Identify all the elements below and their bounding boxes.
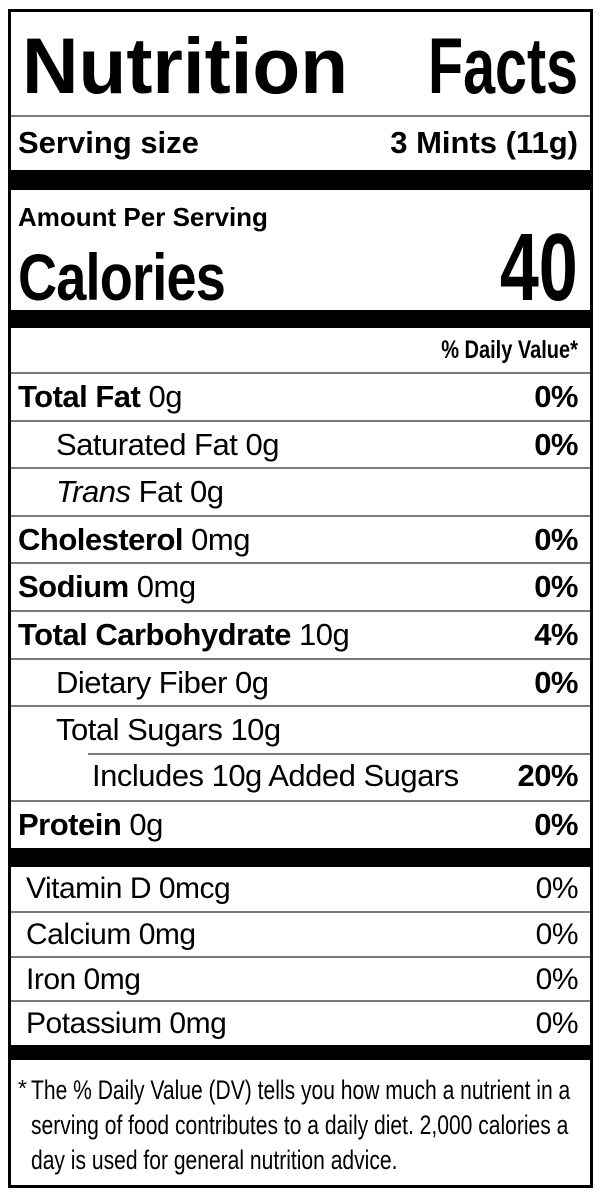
- vitamin-row-vitamin-d: Vitamin D 0mcg 0%: [26, 871, 579, 905]
- footnote-asterisk: *: [18, 1074, 27, 1101]
- nutrient-row-saturated-fat: Saturated Fat 0g 0%: [11, 419, 590, 468]
- dv-iron: 0%: [535, 962, 579, 996]
- dv-added-sugars: 20%: [517, 757, 578, 793]
- medium-rule-below-calories: [11, 310, 590, 328]
- dv-dietary-fiber: 0%: [534, 664, 578, 700]
- dv-calcium: 0%: [535, 918, 579, 952]
- dv-sodium: 0%: [534, 569, 578, 605]
- thick-rule-above-vitamins: [11, 847, 590, 867]
- daily-value-header: % Daily Value*: [11, 328, 590, 372]
- dv-total-fat: 0%: [534, 379, 578, 414]
- daily-value-header-text: % Daily Value*: [441, 336, 578, 364]
- nutrient-row-added-sugars: Includes 10g Added Sugars 20%: [11, 752, 590, 801]
- title-text-graphic: Nutrition Facts: [22, 21, 578, 110]
- vitamin-row-iron: Iron 0mg 0%: [11, 955, 590, 1001]
- nutrition-facts-label: Nutrition Facts Serving size 3 Mints (11…: [8, 9, 593, 1188]
- footnote-line-1: The % Daily Value (DV) tells you how muc…: [31, 1074, 571, 1105]
- serving-size-label: Serving size: [18, 124, 199, 160]
- nutrient-row-total-carbohydrate: Total Carbohydrate 10g 4%: [11, 609, 590, 658]
- nutrient-row-dietary-fiber: Dietary Fiber 0g 0%: [11, 657, 590, 706]
- calories-value: 40: [500, 214, 578, 321]
- nutrient-row-sodium: Sodium 0mg 0%: [11, 562, 590, 610]
- nutrient-row-trans-fat: Trans Fat 0g: [11, 467, 590, 515]
- nutrient-row-cholesterol: Cholesterol 0mg 0%: [11, 514, 590, 563]
- dv-potassium: 0%: [535, 1007, 579, 1041]
- dv-protein: 0%: [534, 807, 578, 843]
- nutrient-row-total-sugars: Total Sugars 10g: [11, 705, 590, 753]
- nutrient-row-total-fat: Total Fat 0g 0%: [11, 372, 590, 420]
- footnote-line-3: day is used for general nutrition advice…: [31, 1144, 398, 1175]
- serving-size-value: 3 Mints (11g): [390, 124, 578, 160]
- dv-total-carbohydrate: 4%: [534, 616, 578, 652]
- nutrient-row-protein: Protein 0g 0%: [11, 800, 590, 848]
- thick-rule-top: [11, 170, 590, 190]
- vitamin-row-potassium: Potassium 0mg 0%: [11, 1000, 590, 1045]
- thick-rule-above-footnote: [11, 1044, 590, 1060]
- dv-cholesterol: 0%: [534, 521, 578, 557]
- label-title: Nutrition Facts: [11, 12, 590, 117]
- calories-row: Calories 40: [11, 214, 590, 321]
- vitamin-row-calcium: Calcium 0mg 0%: [11, 911, 590, 956]
- footnote-line-2: serving of food contributes to a daily d…: [31, 1109, 569, 1140]
- amount-per-serving-label: Amount Per Serving: [18, 202, 268, 232]
- serving-size-row: Serving size 3 Mints (11g): [11, 117, 590, 170]
- dv-saturated-fat: 0%: [534, 426, 578, 462]
- title-word-nutrition: Nutrition: [22, 21, 348, 110]
- dv-vitamin-d: 0%: [535, 871, 579, 905]
- daily-value-footnote: * The % Daily Value (DV) tells you how m…: [11, 1060, 590, 1178]
- title-word-facts: Facts: [428, 21, 578, 110]
- calories-label: Calories: [18, 240, 226, 314]
